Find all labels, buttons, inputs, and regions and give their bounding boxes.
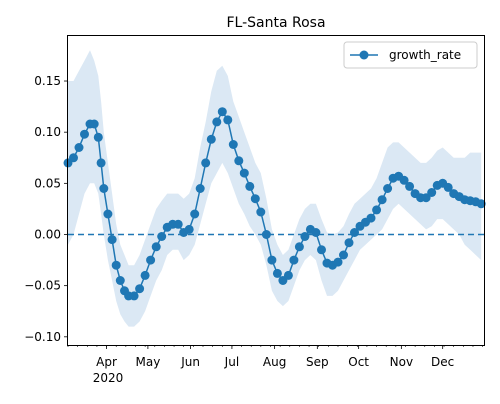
x-tick-label: Oct xyxy=(348,355,369,369)
growth-rate-point xyxy=(223,115,233,125)
growth-rate-point xyxy=(294,242,304,252)
growth-rate-point xyxy=(383,184,393,193)
x-tick-label: Sep xyxy=(306,355,329,369)
series-layer xyxy=(63,107,486,301)
growth-rate-point xyxy=(212,117,222,127)
confidence-band-layer xyxy=(68,50,482,327)
growth-rate-point xyxy=(74,143,84,152)
chart-title: FL-Santa Rosa xyxy=(226,15,325,31)
growth-rate-point xyxy=(111,260,121,270)
growth-rate-point xyxy=(311,228,321,237)
growth-rate-point xyxy=(339,250,348,260)
growth-rate-point xyxy=(377,195,387,205)
legend: growth_rate xyxy=(343,41,478,69)
growth-rate-point xyxy=(146,255,156,265)
plot-frame xyxy=(67,35,485,346)
x-tick-label: Aug xyxy=(263,355,286,369)
y-tick-label: 0.05 xyxy=(34,176,61,190)
growth-rate-point xyxy=(333,257,343,267)
growth-rate-point xyxy=(261,230,271,239)
growth-rate-point xyxy=(206,134,216,144)
growth-rate-point xyxy=(372,205,382,215)
x-tick-label: Dec xyxy=(431,355,454,369)
growth-rate-point xyxy=(89,119,99,129)
growth-rate-point xyxy=(366,213,376,223)
growth-rate-point xyxy=(344,238,354,248)
growth-rate-point xyxy=(151,242,161,252)
growth-rate-point xyxy=(80,129,89,139)
x-year-label: 2020 xyxy=(93,371,124,385)
growth-rate-point xyxy=(190,209,200,219)
growth-rate-point xyxy=(195,184,205,193)
growth-rate-point xyxy=(228,140,238,149)
growth-rate-point xyxy=(256,207,266,217)
x-tick-label: Jul xyxy=(224,355,239,369)
growth-rate-point xyxy=(427,188,437,197)
growth-rate-point xyxy=(267,255,277,265)
growth-rate-point xyxy=(350,228,359,237)
growth-rate-point xyxy=(283,270,293,280)
y-tick-label: −0.10 xyxy=(24,330,61,344)
growth-rate-point xyxy=(173,219,183,229)
growth-rate-point xyxy=(107,235,117,245)
y-tick-label: 0.10 xyxy=(34,125,61,139)
legend-label: growth_rate xyxy=(389,48,461,62)
growth-rate-point xyxy=(103,209,113,219)
growth-rate-point xyxy=(399,175,409,185)
growth-rate-point xyxy=(245,181,255,191)
growth-rate-point xyxy=(239,168,249,178)
x-tick-label: May xyxy=(135,355,160,369)
growth-rate-point xyxy=(157,232,167,241)
growth-rate-point xyxy=(69,153,78,163)
growth-rate-point xyxy=(129,291,139,301)
y-tick-label: 0.00 xyxy=(34,227,61,241)
y-tick-label: 0.15 xyxy=(34,74,61,88)
legend-box xyxy=(343,41,478,69)
growth-rate-point xyxy=(250,194,260,204)
growth-rate-point xyxy=(476,199,486,209)
growth-rate-point xyxy=(140,270,150,280)
growth-rate-point xyxy=(405,181,415,191)
legend-marker-sample xyxy=(359,50,369,60)
y-tick-label: −0.05 xyxy=(24,279,61,293)
growth-rate-point xyxy=(115,276,125,285)
growth-rate-point xyxy=(443,182,453,192)
x-tick-label: Nov xyxy=(390,355,413,369)
x-tick-label: Apr xyxy=(96,355,117,369)
x-tick-label: Jun xyxy=(180,355,200,369)
growth-rate-point xyxy=(272,268,282,278)
confidence-band xyxy=(68,50,482,327)
growth-rate-point xyxy=(99,184,109,193)
growth-rate-point xyxy=(289,255,299,265)
growth-rate-point xyxy=(234,156,244,166)
y-axis: −0.10 −0.05 0.00 0.05 0.10 0.15 xyxy=(24,74,68,344)
growth-rate-point xyxy=(201,158,211,168)
growth-rate-point xyxy=(217,107,227,117)
growth-rate-point xyxy=(300,232,310,241)
growth-rate-point xyxy=(93,132,103,142)
growth-rate-point xyxy=(135,284,145,294)
x-axis: Apr May Jun Jul Aug Sep Oct Nov Dec xyxy=(67,345,483,369)
growth-rate-point xyxy=(96,158,106,168)
growth-rate-point xyxy=(184,224,194,234)
growth-rate-point xyxy=(317,245,326,255)
